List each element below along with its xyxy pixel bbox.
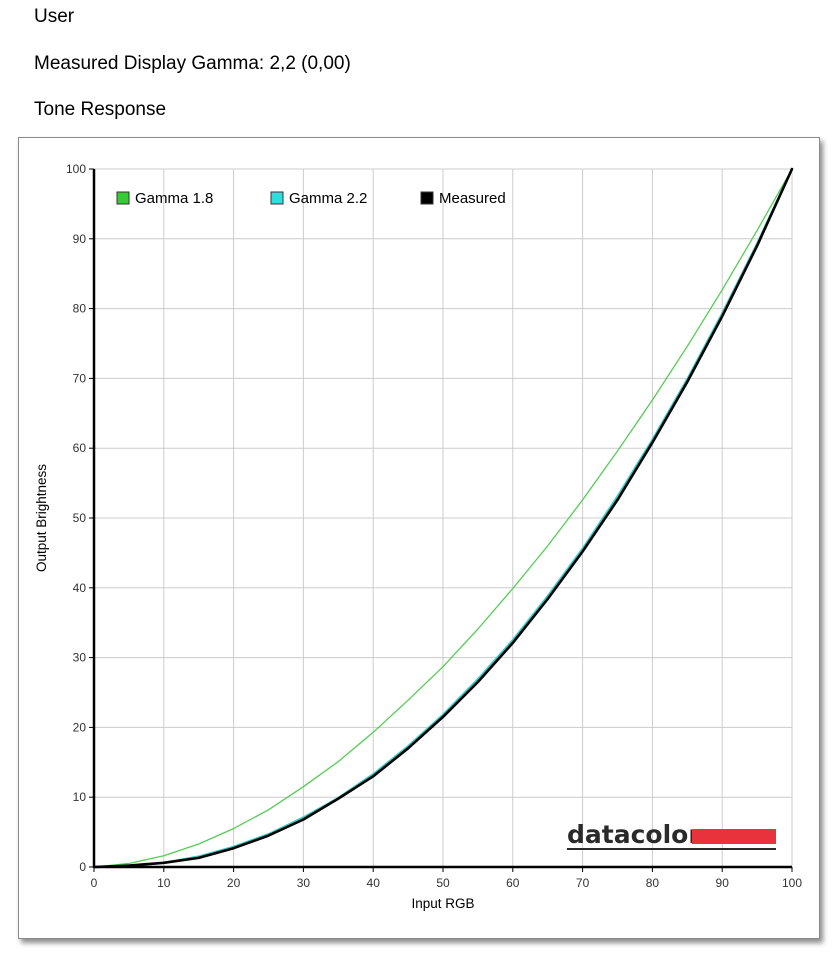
tone-response-chart: 0 10 20 30 40 50 60 70 80 90 100 0 10 20 30 40 50 60 70 80 9…	[18, 137, 820, 939]
datacolor-logo: datacolor	[567, 820, 776, 850]
x-tick-label: 80	[646, 876, 660, 890]
measured-gamma-summary: Measured Display Gamma: 2,2 (0,00)	[34, 53, 351, 74]
x-axis-label: Input RGB	[411, 896, 474, 911]
legend-swatch	[270, 191, 284, 205]
y-tick-label: 70	[73, 371, 87, 385]
series-line	[93, 168, 793, 868]
y-tick-label: 20	[73, 720, 87, 734]
grid-lines	[94, 168, 793, 867]
y-tick-label: 50	[73, 511, 87, 525]
y-tick-label: 60	[73, 441, 87, 455]
series-line	[92, 167, 794, 869]
x-tick-label: 50	[436, 876, 450, 890]
y-tick-label: 40	[73, 581, 87, 595]
y-tick-label: 30	[73, 651, 87, 665]
y-tick-label: 80	[73, 302, 87, 316]
legend-label: Gamma 2.2	[289, 190, 367, 207]
y-axis-label: Output Brightness	[34, 464, 49, 572]
series-lines	[92, 167, 794, 869]
y-tick-label: 100	[66, 162, 86, 176]
x-tick-label: 20	[227, 876, 241, 890]
y-tick-label: 10	[73, 790, 87, 804]
legend-label: Gamma 1.8	[135, 190, 213, 207]
y-tick-label: 0	[79, 860, 86, 874]
y-tick-label: 90	[73, 232, 87, 246]
legend-swatch	[116, 191, 130, 205]
datacolor-logo-bar	[692, 829, 776, 844]
datacolor-logo-text: datacolor	[567, 820, 701, 849]
legend-label: Measured	[439, 190, 506, 207]
section-title: Tone Response	[34, 99, 167, 120]
x-tick-label: 90	[716, 876, 730, 890]
x-tick-label: 0	[91, 876, 98, 890]
legend: Gamma 1.8 Gamma 2.2 Measured	[116, 190, 506, 207]
chart-canvas: 0 10 20 30 40 50 60 70 80 90 100 0 10 20 30 40 50 60 70 80 9…	[34, 162, 802, 911]
axes	[89, 168, 793, 872]
x-tick-label: 100	[782, 876, 802, 890]
user-label: User	[34, 6, 75, 27]
tick-labels: 0 10 20 30 40 50 60 70 80 90 100 0 10 20 30 40 50 60 70 80 9…	[66, 162, 802, 890]
x-tick-label: 40	[367, 876, 381, 890]
legend-swatch	[420, 191, 434, 205]
x-tick-label: 30	[297, 876, 311, 890]
x-tick-label: 70	[576, 876, 590, 890]
series-line	[92, 167, 794, 869]
x-tick-label: 10	[157, 876, 171, 890]
x-tick-label: 60	[506, 876, 520, 890]
